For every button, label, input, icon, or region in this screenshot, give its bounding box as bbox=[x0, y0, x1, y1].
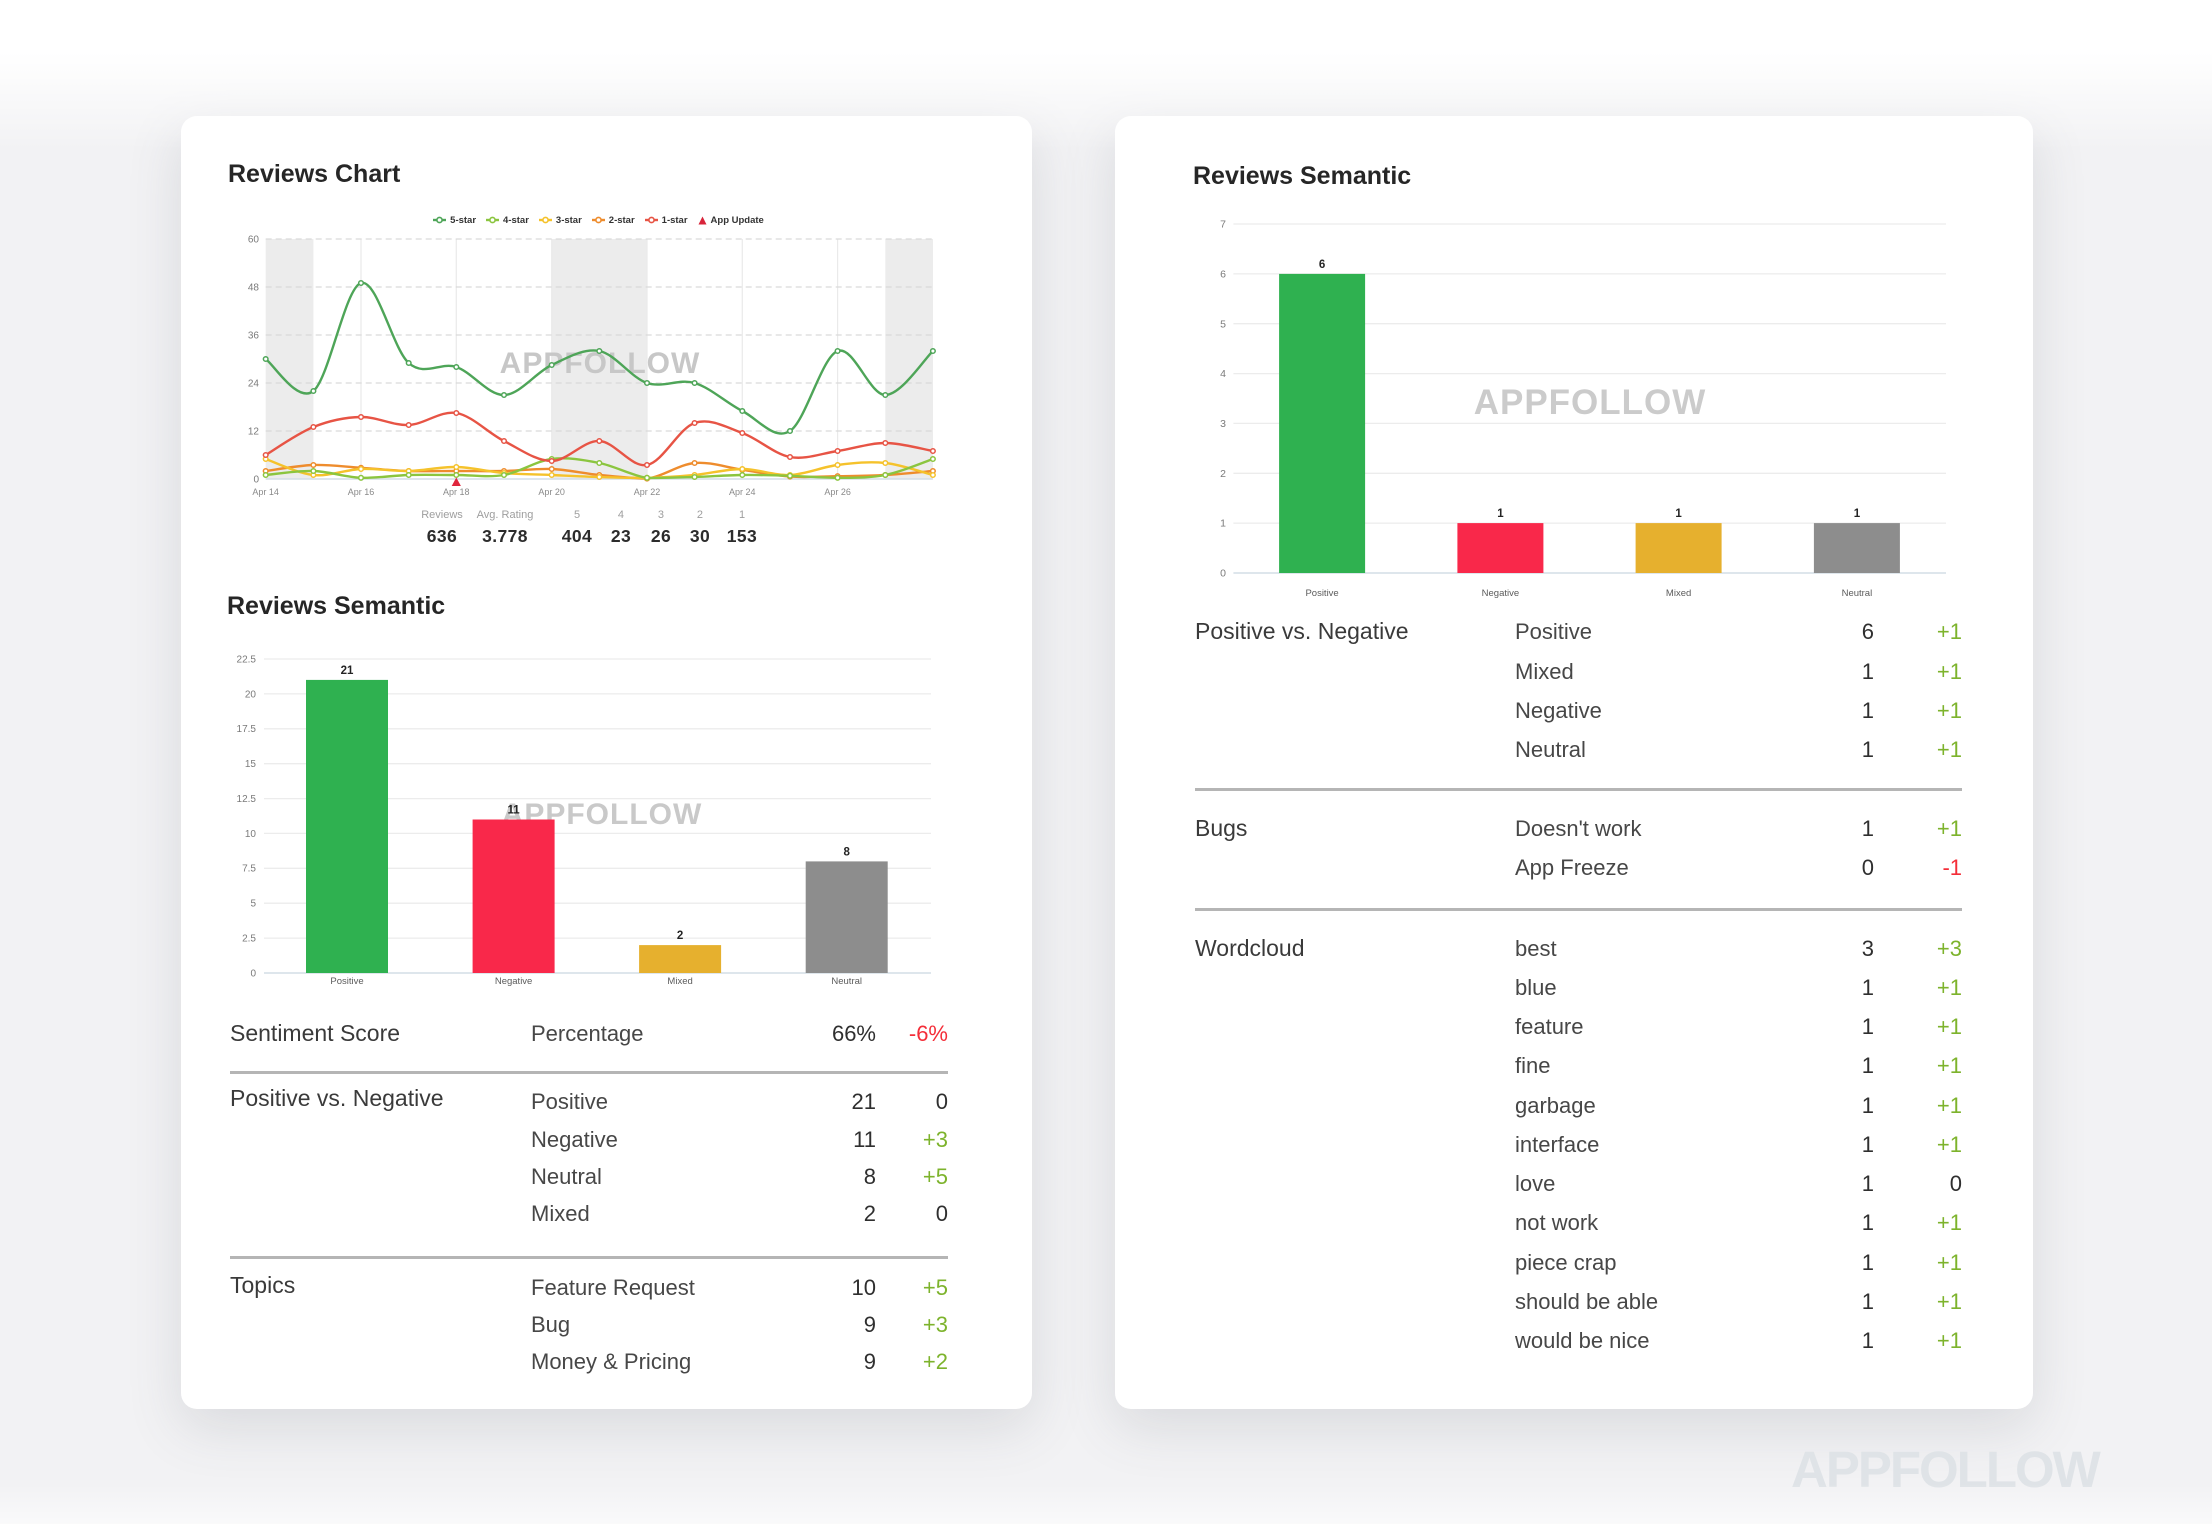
svg-text:Neutral: Neutral bbox=[1842, 588, 1873, 599]
svg-text:Positive: Positive bbox=[330, 976, 363, 987]
svg-text:1: 1 bbox=[1854, 508, 1861, 520]
svg-text:Negative: Negative bbox=[495, 976, 533, 987]
svg-text:0: 0 bbox=[250, 968, 256, 979]
svg-text:5: 5 bbox=[1220, 318, 1226, 330]
svg-text:Apr 16: Apr 16 bbox=[348, 487, 375, 497]
svg-text:Neutral: Neutral bbox=[831, 976, 862, 987]
svg-text:7: 7 bbox=[1220, 219, 1226, 231]
svg-text:22.5: 22.5 bbox=[237, 654, 257, 665]
svg-text:3: 3 bbox=[1220, 418, 1226, 430]
svg-text:2: 2 bbox=[1220, 468, 1226, 480]
svg-text:8: 8 bbox=[843, 846, 850, 858]
svg-text:Apr 20: Apr 20 bbox=[538, 487, 565, 497]
svg-text:11: 11 bbox=[508, 805, 521, 817]
svg-text:17.5: 17.5 bbox=[237, 724, 257, 735]
svg-text:6: 6 bbox=[1220, 269, 1226, 281]
svg-text:24: 24 bbox=[248, 379, 260, 390]
svg-text:Mixed: Mixed bbox=[1666, 588, 1691, 599]
svg-text:APPFOLLOW: APPFOLLOW bbox=[1474, 383, 1707, 422]
svg-text:Positive: Positive bbox=[1305, 588, 1338, 599]
svg-text:1: 1 bbox=[1675, 508, 1682, 520]
svg-text:12: 12 bbox=[248, 427, 260, 438]
svg-text:7.5: 7.5 bbox=[242, 864, 256, 875]
svg-text:0: 0 bbox=[1220, 568, 1226, 580]
svg-text:6: 6 bbox=[1319, 259, 1325, 271]
svg-text:1: 1 bbox=[1220, 518, 1226, 530]
svg-text:Apr 14: Apr 14 bbox=[252, 487, 279, 497]
svg-text:48: 48 bbox=[248, 283, 260, 294]
svg-text:12.5: 12.5 bbox=[237, 794, 257, 805]
svg-text:21: 21 bbox=[341, 665, 354, 677]
svg-text:Apr 26: Apr 26 bbox=[824, 487, 851, 497]
svg-text:Apr 22: Apr 22 bbox=[634, 487, 661, 497]
svg-text:10: 10 bbox=[245, 829, 257, 840]
svg-text:5: 5 bbox=[250, 899, 256, 910]
svg-text:Negative: Negative bbox=[1482, 588, 1520, 599]
svg-text:Apr 24: Apr 24 bbox=[729, 487, 756, 497]
svg-text:0: 0 bbox=[253, 475, 259, 486]
svg-text:60: 60 bbox=[248, 235, 260, 246]
svg-text:20: 20 bbox=[245, 689, 257, 700]
svg-text:2: 2 bbox=[677, 930, 683, 942]
svg-text:2.5: 2.5 bbox=[242, 934, 256, 945]
svg-text:4: 4 bbox=[1220, 368, 1226, 380]
svg-text:Mixed: Mixed bbox=[667, 976, 692, 987]
svg-text:15: 15 bbox=[245, 759, 257, 770]
svg-text:Apr 18: Apr 18 bbox=[443, 487, 470, 497]
svg-text:1: 1 bbox=[1497, 508, 1504, 520]
svg-text:36: 36 bbox=[248, 331, 260, 342]
